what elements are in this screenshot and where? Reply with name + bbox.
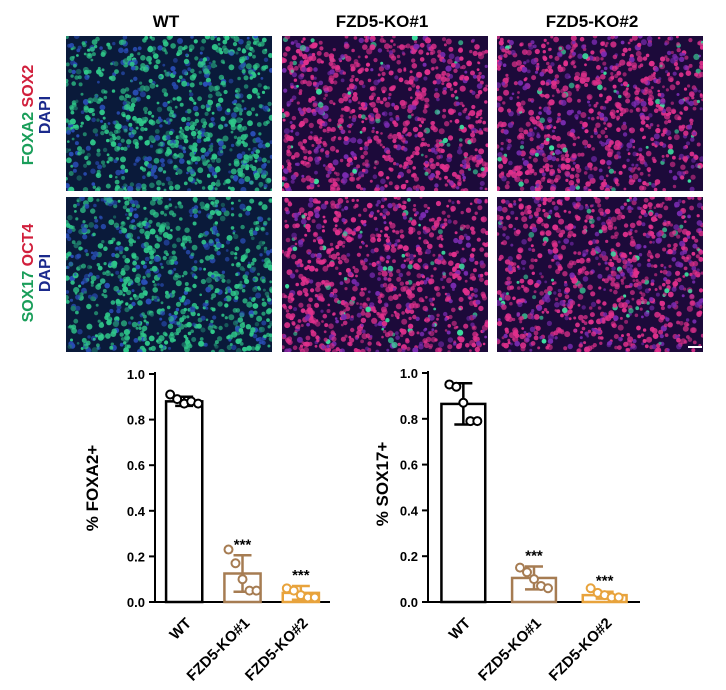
data-point: [522, 567, 532, 578]
column-header-fzd5-ko1: FZD5-KO#1: [335, 12, 429, 31]
y-tick-label: 0.8: [127, 413, 145, 428]
row-label-foxa2-sox2: FOXA2 SOX2 DAPI: [20, 45, 54, 185]
data-point: [613, 592, 624, 603]
data-point: [165, 389, 176, 400]
significance-label: ***: [596, 573, 614, 590]
x-tick-label: FZD5-KO#2: [546, 615, 616, 685]
micrograph-ko2-sox17: [497, 197, 703, 352]
y-tick-label: 0.2: [127, 549, 145, 564]
y-tick-label: 0.0: [400, 595, 418, 610]
micrograph-wt-foxa2: [66, 36, 272, 191]
micrograph-ko1-foxa2: [282, 36, 488, 191]
data-point: [237, 574, 248, 585]
y-tick-label: 0.0: [127, 595, 145, 610]
scale-bar: [688, 346, 702, 348]
data-point: [193, 398, 204, 409]
data-point: [451, 381, 462, 392]
data-point: [515, 562, 525, 573]
marker-sox2: SOX2: [20, 64, 37, 108]
bar: [164, 400, 204, 604]
y-tick-label: 1.0: [400, 366, 418, 381]
micrograph-ko1-sox17: [282, 197, 488, 352]
y-tick-label: 0.2: [400, 549, 418, 564]
significance-label: ***: [292, 567, 310, 584]
marker-oct4: OCT4: [20, 223, 37, 267]
data-point: [251, 585, 262, 596]
x-tick-label: FZD5-KO#2: [242, 615, 312, 685]
bar: [440, 402, 487, 604]
bar-chart-1: 0.00.20.40.60.81.0% FOXA2+WT***FZD5-KO#1…: [83, 367, 330, 685]
marker-foxa2: FOXA2: [20, 111, 37, 166]
marker-dapi: DAPI: [37, 253, 54, 293]
y-tick-label: 1.0: [127, 367, 145, 382]
y-tick-label: 0.6: [127, 458, 145, 473]
data-point: [458, 397, 469, 408]
x-tick-label: WT: [446, 615, 475, 644]
row-label-sox17-oct4: SOX17 OCT4 DAPI: [20, 203, 54, 343]
y-tick-label: 0.8: [400, 412, 418, 427]
data-point: [172, 394, 183, 405]
x-tick-label: FZD5-KO#1: [475, 615, 545, 685]
y-tick-label: 0.4: [400, 503, 419, 518]
marker-dapi: DAPI: [37, 95, 54, 135]
bar-charts: 0.0 0.2 0.4 0.6 0.8 1.0 % FOXA2+ WT *** FZD5-KO#1…: [83, 366, 640, 685]
data-point: [543, 583, 553, 594]
y-tick-label: 0.4: [127, 504, 146, 519]
y-axis-label: % SOX17+: [373, 442, 392, 527]
data-point: [529, 574, 539, 585]
significance-label: ***: [525, 548, 543, 565]
data-point: [288, 585, 299, 596]
column-header-fzd5-ko2: FZD5-KO#2: [545, 12, 639, 31]
data-point: [472, 416, 483, 427]
marker-sox17: SOX17: [20, 270, 37, 323]
significance-label: ***: [234, 536, 252, 553]
data-point: [223, 544, 234, 555]
y-axis-label: % FOXA2+: [83, 445, 102, 532]
column-header-wt: WT: [152, 12, 180, 31]
data-point: [230, 558, 241, 569]
data-point: [309, 592, 320, 603]
micrograph-wt-sox17: [66, 197, 272, 352]
x-tick-label: WT: [166, 615, 195, 644]
y-tick-label: 0.6: [400, 458, 418, 473]
bar-chart-2: 0.0 0.2 0.4 0.6 0.8 1.0 % SOX17+ WT *** FZD5-KO#1…: [373, 366, 640, 685]
data-point: [585, 583, 596, 594]
micrograph-ko2-foxa2: [497, 36, 703, 191]
